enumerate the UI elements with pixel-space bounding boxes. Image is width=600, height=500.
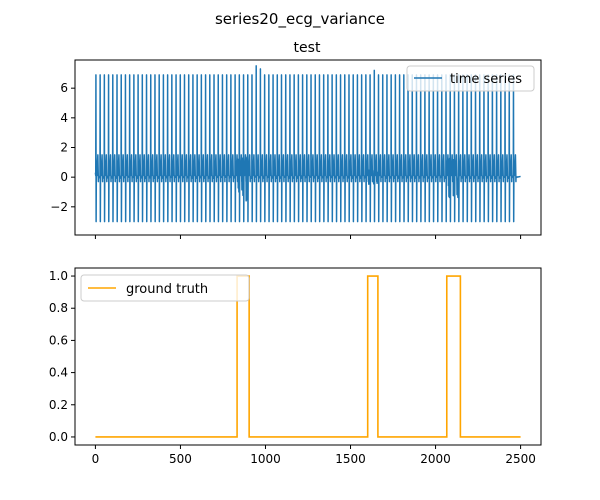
top-y-tick-label: 2 [60, 141, 68, 155]
bottom-legend-box [80, 274, 250, 302]
bottom-y-tick-label: 0.2 [49, 398, 68, 412]
top-y-tick-label: 4 [60, 111, 68, 125]
top-panel-title: test [294, 40, 321, 56]
top-y-tick-label: 6 [60, 81, 68, 95]
top-legend-box [406, 65, 535, 92]
top-x-axis [94, 235, 522, 239]
figure-suptitle: series20_ecg_variance [215, 10, 385, 29]
bottom-y-tick-label: 0.0 [49, 430, 68, 444]
time-series-legend-label: time series [450, 72, 522, 87]
bottom-y-tick-label: 0.8 [49, 301, 68, 315]
bottom-y-tick-label: 0.4 [49, 366, 68, 380]
bottom-y-tick-label: 1.0 [49, 269, 68, 283]
bottom-legend: ground truth [80, 274, 250, 302]
bottom-x-tick-label: 500 [169, 452, 192, 466]
top-panel: test −2 0 2 4 6 time series [50, 40, 542, 239]
time-series-line [94, 65, 521, 223]
time-series-path [94, 65, 521, 223]
bottom-x-axis: 0 500 1000 1500 2000 2500 [92, 445, 536, 466]
ground-truth-legend-label: ground truth [126, 282, 208, 297]
bottom-y-tick-label: 0.6 [49, 333, 68, 347]
top-y-axis: −2 0 2 4 6 [50, 81, 75, 214]
bottom-x-tick-label: 1000 [250, 452, 281, 466]
top-legend: time series [406, 65, 535, 92]
top-y-tick-label: −2 [50, 200, 68, 214]
bottom-x-tick-label: 1500 [335, 452, 366, 466]
bottom-plot-frame [74, 267, 542, 446]
top-y-tick-label: 0 [60, 170, 68, 184]
bottom-panel: 0 500 1000 1500 2000 2500 0.00.20.40.60.81.0 … [49, 267, 542, 466]
bottom-y-axis: 0.0 0.2 0.4 0.6 0.8 1.0 [49, 269, 75, 444]
bottom-x-tick-label: 2500 [505, 452, 536, 466]
bottom-x-tick-label: 0 [92, 452, 100, 466]
bottom-x-tick-label: 2000 [420, 452, 451, 466]
